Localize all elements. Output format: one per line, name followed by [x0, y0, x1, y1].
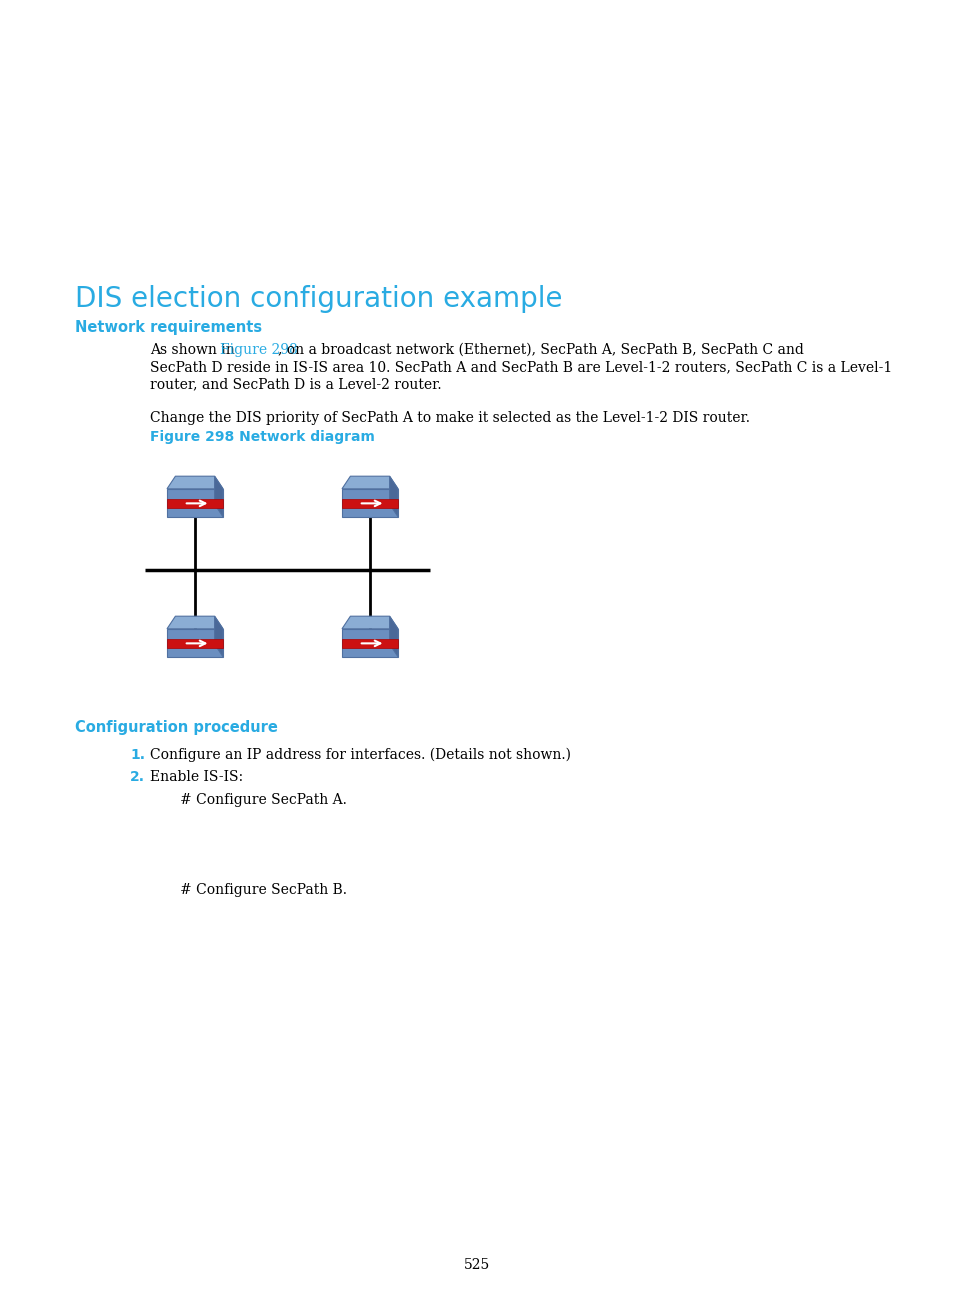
- Text: 2.: 2.: [130, 770, 145, 784]
- Text: Configure an IP address for interfaces. (Details not shown.): Configure an IP address for interfaces. …: [150, 748, 571, 762]
- Polygon shape: [167, 499, 223, 508]
- Text: Network requirements: Network requirements: [75, 320, 262, 334]
- Text: router, and SecPath D is a Level-2 router.: router, and SecPath D is a Level-2 route…: [150, 377, 441, 391]
- Polygon shape: [214, 616, 223, 657]
- Text: Enable IS-IS:: Enable IS-IS:: [150, 770, 243, 784]
- Text: 1.: 1.: [130, 748, 145, 762]
- Polygon shape: [167, 629, 223, 657]
- Polygon shape: [214, 476, 223, 517]
- Polygon shape: [341, 629, 397, 657]
- Text: Figure 298: Figure 298: [219, 343, 297, 356]
- Polygon shape: [167, 616, 223, 629]
- Text: As shown in: As shown in: [150, 343, 239, 356]
- Polygon shape: [167, 489, 223, 517]
- Polygon shape: [341, 489, 397, 517]
- Text: Configuration procedure: Configuration procedure: [75, 721, 277, 735]
- Polygon shape: [341, 639, 397, 648]
- Text: SecPath D reside in IS-IS area 10. SecPath A and SecPath B are Level-1-2 routers: SecPath D reside in IS-IS area 10. SecPa…: [150, 360, 891, 375]
- Text: # Configure SecPath A.: # Configure SecPath A.: [180, 793, 347, 807]
- Polygon shape: [341, 499, 397, 508]
- Polygon shape: [167, 476, 223, 489]
- Polygon shape: [167, 639, 223, 648]
- Text: , on a broadcast network (Ethernet), SecPath A, SecPath B, SecPath C and: , on a broadcast network (Ethernet), Sec…: [277, 343, 802, 356]
- Text: Change the DIS priority of SecPath A to make it selected as the Level-1-2 DIS ro: Change the DIS priority of SecPath A to …: [150, 411, 749, 425]
- Text: DIS election configuration example: DIS election configuration example: [75, 285, 562, 314]
- Polygon shape: [341, 616, 397, 629]
- Text: Figure 298 Network diagram: Figure 298 Network diagram: [150, 430, 375, 445]
- Text: 525: 525: [463, 1258, 490, 1271]
- Text: # Configure SecPath B.: # Configure SecPath B.: [180, 883, 347, 897]
- Polygon shape: [341, 476, 397, 489]
- Polygon shape: [389, 476, 397, 517]
- Polygon shape: [389, 616, 397, 657]
